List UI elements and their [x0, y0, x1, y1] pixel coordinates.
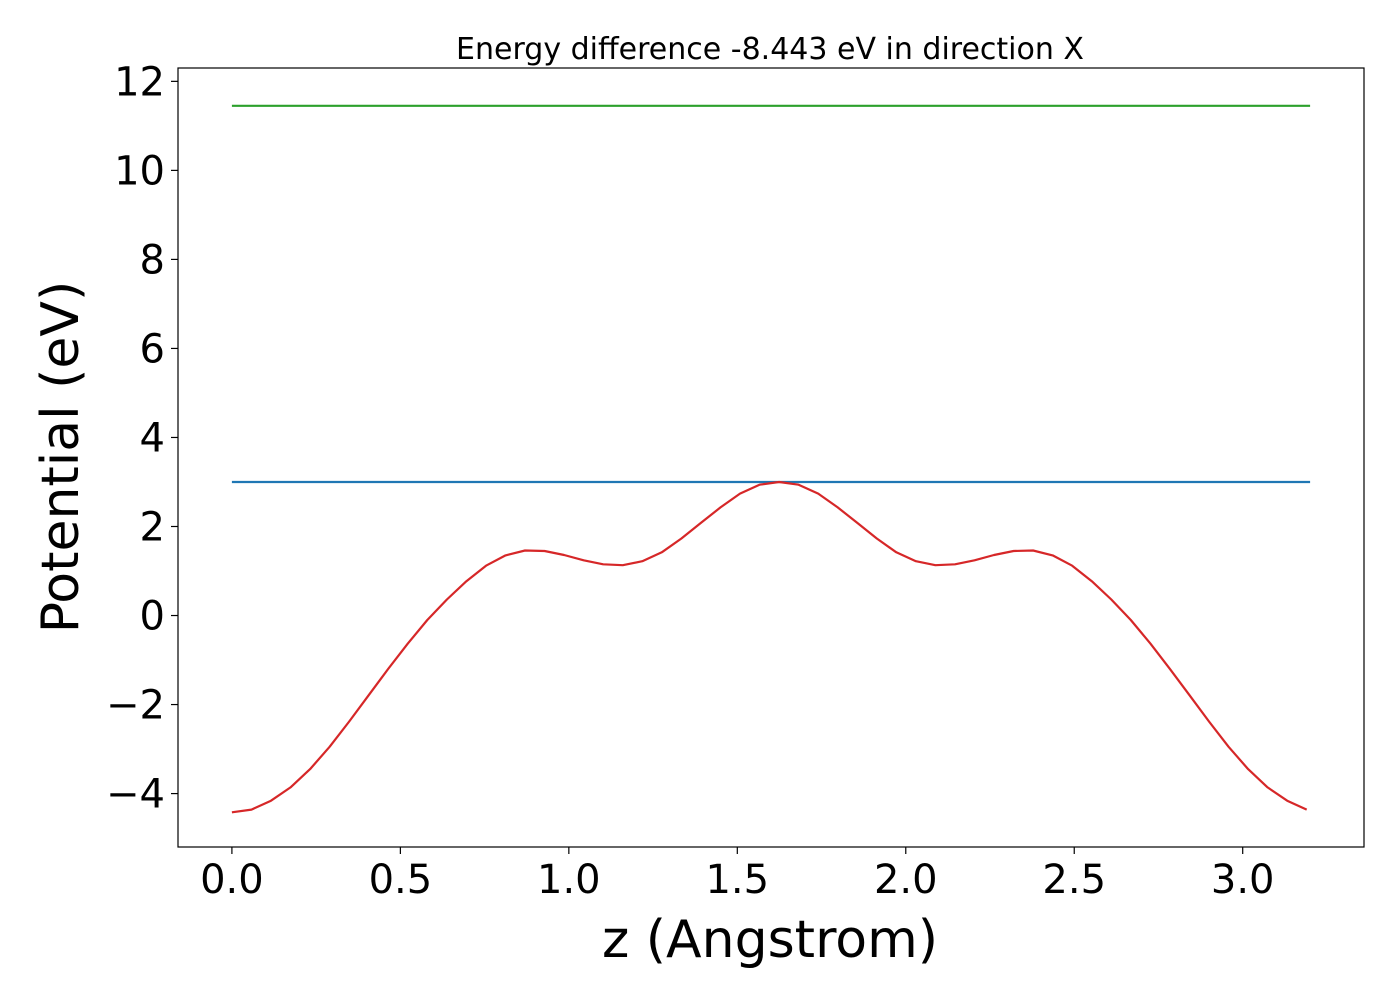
y-tick-label: 10 — [114, 148, 165, 194]
y-tick-label: −2 — [106, 683, 165, 729]
y-tick-label: 2 — [140, 504, 165, 550]
y-tick-label: 8 — [140, 237, 165, 283]
y-tick-label: 4 — [140, 415, 165, 461]
x-tick-label: 0.0 — [200, 857, 264, 903]
series-layer — [231, 104, 1311, 814]
y-tick-label: −4 — [106, 772, 165, 818]
x-axis-label: z (Angstrom) — [602, 910, 938, 970]
x-tick-label: 0.5 — [369, 857, 433, 903]
tick-layer: 0.0 0.5 1.0 1.5 2.0 2.5 3.0 −4 −2 0 2 4 6 8 10 12 — [106, 59, 1274, 903]
x-tick-label: 2.0 — [874, 857, 938, 903]
x-tick-label: 3.0 — [1211, 857, 1275, 903]
series-line-2 — [231, 480, 1308, 814]
y-axis-label: Potential (eV) — [31, 281, 91, 633]
y-tick-label: 0 — [140, 594, 165, 640]
y-tick-label: 6 — [140, 326, 165, 372]
y-tick-label: 12 — [114, 59, 165, 105]
x-tick-label: 2.5 — [1042, 857, 1106, 903]
x-tick-label: 1.5 — [705, 857, 769, 903]
plot-area-frame — [177, 67, 1365, 848]
chart-title: Energy difference -8.443 eV in direction… — [456, 32, 1084, 67]
x-tick-label: 1.0 — [537, 857, 601, 903]
